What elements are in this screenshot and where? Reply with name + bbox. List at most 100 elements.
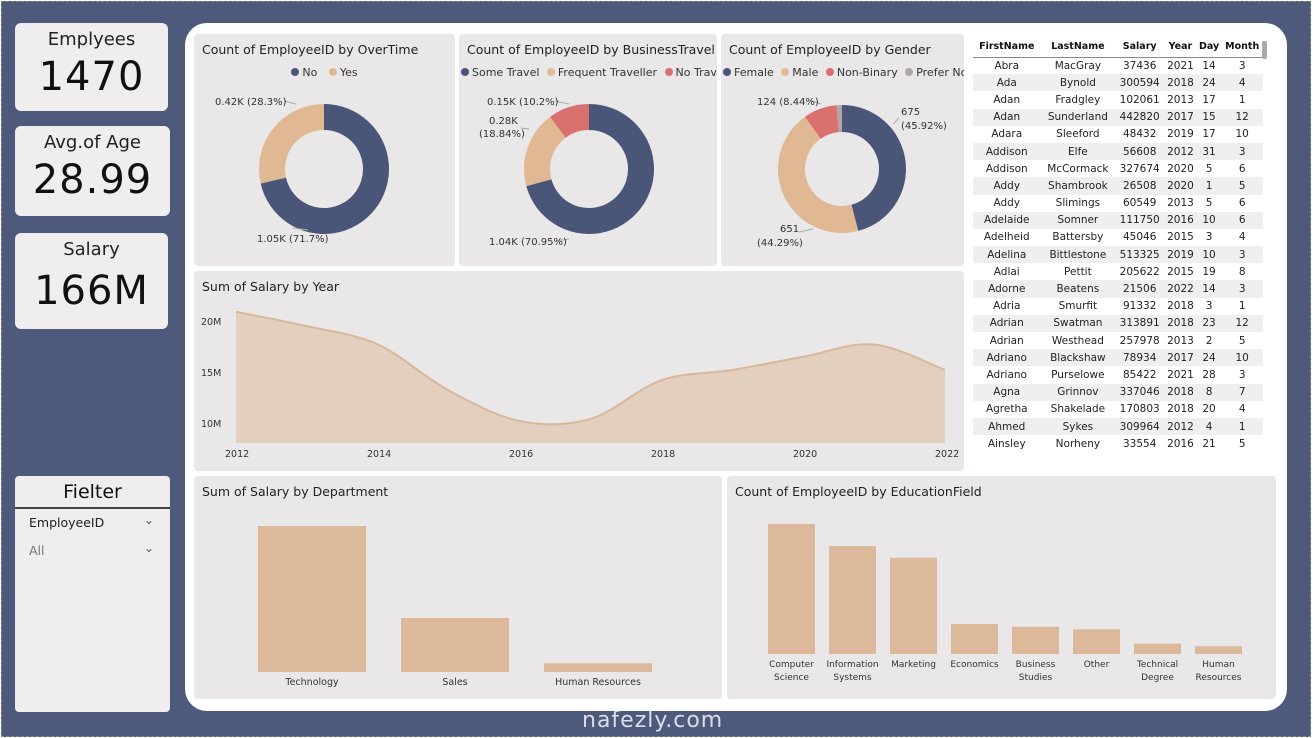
- bar-category-label: Degree: [1141, 673, 1174, 683]
- table-row[interactable]: Agretha Shakelade 170803 2018 20 4: [973, 401, 1263, 418]
- department-card[interactable]: Sum of Salary by Department Technology Sa…: [194, 476, 722, 699]
- overtime-label-yes: 0.42K (28.3%): [215, 97, 287, 108]
- table-row[interactable]: Abra MacGray 37436 2021 14 3: [973, 57, 1263, 74]
- salary-year-card[interactable]: Sum of Salary by Year 20M 15M 10M 2012 2…: [194, 271, 964, 471]
- table-cell: 4: [1221, 74, 1263, 92]
- donut-slice-yes[interactable]: [259, 104, 324, 184]
- column-header[interactable]: Year: [1164, 37, 1197, 58]
- legend-label: Yes: [339, 66, 358, 79]
- table-row[interactable]: Adan Fradgley 102061 2013 17 1: [973, 91, 1263, 108]
- overtime-card[interactable]: Count of EmployeeID by OverTime No Yes 0…: [194, 34, 455, 266]
- table-row[interactable]: Adorne Beatens 21506 2022 14 3: [973, 280, 1263, 298]
- legend-item[interactable]: Yes: [328, 66, 358, 79]
- donut-slice-no[interactable]: [260, 104, 389, 234]
- table-row[interactable]: Adelina Bittlestone 513325 2019 10 3: [973, 246, 1263, 264]
- legend-item[interactable]: Frequent Traveller: [546, 66, 657, 79]
- table-cell: 1: [1238, 93, 1246, 106]
- bar[interactable]: [829, 546, 876, 654]
- filter-value-dropdown[interactable]: All ⌄: [15, 537, 170, 565]
- table-cell: Adelheid: [983, 231, 1030, 244]
- donut-slice-some-travel[interactable]: [526, 104, 654, 235]
- column-header[interactable]: FirstName: [973, 37, 1041, 58]
- bar[interactable]: [951, 624, 998, 654]
- table-cell: 2022: [1164, 280, 1197, 298]
- table-row[interactable]: Adara Sleeford 48432 2019 17 10: [973, 126, 1263, 143]
- overtime-title: Count of EmployeeID by OverTime: [202, 42, 419, 57]
- table-row[interactable]: Adria Smurfit 91332 2018 3 1: [973, 298, 1263, 315]
- bar[interactable]: [258, 526, 366, 672]
- table-cell: 2: [1205, 334, 1213, 347]
- bar[interactable]: [890, 557, 937, 654]
- table-row[interactable]: Adlai Pettit 205622 2015 19 8: [973, 263, 1263, 280]
- travel-card[interactable]: Count of EmployeeID by BusinessTravel So…: [459, 34, 717, 266]
- filter-field-dropdown[interactable]: EmployeeID ⌄: [15, 509, 170, 537]
- donut-slice-frequent-traveller[interactable]: [524, 116, 566, 187]
- table-cell: 17: [1202, 128, 1216, 141]
- bar-category-label: Science: [774, 673, 809, 683]
- legend-item[interactable]: Some Travel: [461, 66, 539, 79]
- legend-item[interactable]: Prefer No...: [905, 66, 964, 79]
- column-header[interactable]: Month: [1221, 37, 1263, 58]
- table-cell: 21: [1202, 437, 1216, 450]
- bar[interactable]: [544, 663, 652, 672]
- area-line[interactable]: [235, 310, 946, 426]
- legend-item[interactable]: No: [291, 66, 317, 79]
- bar[interactable]: [1195, 646, 1242, 654]
- table-row[interactable]: Addison McCormack 327674 2020 5 6: [973, 160, 1263, 177]
- table-row[interactable]: Addison Elfe 56608 2012 31 3: [973, 142, 1263, 161]
- donut-slice-non-binary[interactable]: [805, 105, 839, 139]
- donut-slice-no-travel[interactable]: [550, 104, 589, 138]
- table-row[interactable]: Adrian Westhead 257978 2013 2 5: [973, 332, 1263, 349]
- bar[interactable]: [1073, 629, 1120, 654]
- table-row[interactable]: Adrian Swatman 313891 2018 23 12: [973, 314, 1263, 332]
- table-row[interactable]: Addy Shambrook 26508 2020 1 5: [973, 177, 1263, 195]
- table-row[interactable]: Ainsley Norheny 33554 2016 21 5: [973, 435, 1263, 452]
- donut-slice-male[interactable]: [778, 116, 859, 234]
- table-cell: 56608: [1115, 142, 1165, 161]
- bar[interactable]: [401, 617, 509, 672]
- table-cell: Adlai: [993, 265, 1020, 278]
- salary-year-area[interactable]: [235, 310, 946, 443]
- travel-donut-slices[interactable]: [524, 104, 654, 235]
- kpi-avg-age: Avg.of Age 28.99: [15, 126, 170, 216]
- table-cell: 12: [1221, 108, 1263, 126]
- column-header[interactable]: Salary: [1115, 37, 1165, 58]
- table-row[interactable]: Adan Sunderland 442820 2017 15 12: [973, 108, 1263, 126]
- table-row[interactable]: Adelheid Battersby 45046 2015 3 4: [973, 229, 1263, 246]
- bar[interactable]: [1134, 643, 1181, 654]
- legend-item[interactable]: Female: [723, 66, 774, 79]
- donut-slice-prefer-not-to-say[interactable]: [836, 105, 842, 133]
- table-row[interactable]: Ada Bynold 300594 2018 24 4: [973, 74, 1263, 92]
- legend-item[interactable]: Male: [781, 66, 818, 79]
- department-title: Sum of Salary by Department: [202, 484, 389, 499]
- table-cell: 33554: [1122, 437, 1157, 450]
- table-row[interactable]: Adriano Blackshaw 78934 2017 24 10: [973, 349, 1263, 367]
- overtime-donut-slices[interactable]: [259, 104, 389, 234]
- table-cell: 2013: [1167, 334, 1194, 347]
- column-header[interactable]: Day: [1196, 37, 1222, 58]
- table-row[interactable]: Addy Slimings 60549 2013 5 6: [973, 195, 1263, 212]
- employee-table[interactable]: FirstName LastName Salary Year Day Month Abra…: [973, 37, 1273, 467]
- column-header[interactable]: LastName: [1040, 37, 1116, 58]
- table-cell: 6: [1238, 197, 1246, 210]
- donut-slice-female[interactable]: [842, 105, 906, 231]
- gender-card[interactable]: Count of EmployeeID by Gender Female Mal…: [721, 34, 964, 266]
- table-cell: Ahmed: [973, 417, 1041, 436]
- bar[interactable]: [768, 524, 815, 654]
- overtime-legend: No Yes: [194, 66, 455, 79]
- bar[interactable]: [1012, 626, 1059, 654]
- table-cell: Adriano: [973, 349, 1041, 367]
- table-cell: 309964: [1115, 417, 1165, 436]
- table-row[interactable]: Ahmed Sykes 309964 2012 4 1: [973, 417, 1263, 436]
- legend-item[interactable]: No Travel: [664, 66, 717, 79]
- table-row[interactable]: Adelaide Somner 111750 2016 10 6: [973, 211, 1263, 229]
- table-cell: Sleeford: [1056, 128, 1100, 141]
- gender-donut-slices[interactable]: [778, 105, 906, 234]
- table-scrollbar[interactable]: [1262, 41, 1267, 59]
- table-cell: Ada: [973, 74, 1041, 92]
- filter-field-label: EmployeeID: [29, 515, 105, 530]
- legend-item[interactable]: Non-Binary: [825, 66, 898, 79]
- table-row[interactable]: Agna Grinnov 337046 2018 8 7: [973, 383, 1263, 401]
- education-card[interactable]: Count of EmployeeID by EducationField Co…: [727, 476, 1276, 699]
- table-row[interactable]: Adriano Purselowe 85422 2021 28 3: [973, 366, 1263, 383]
